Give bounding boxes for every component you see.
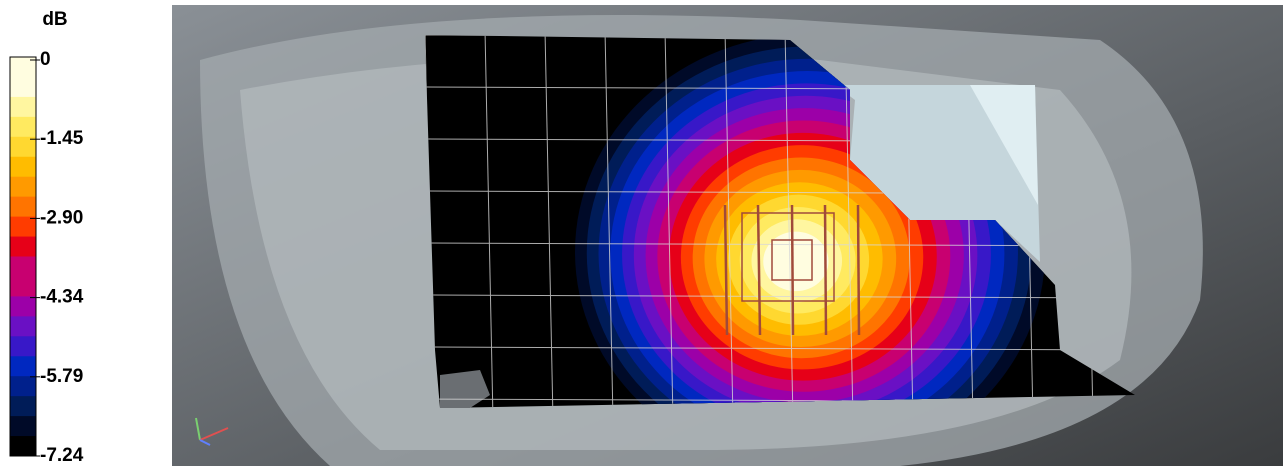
colorbar-segment [10,156,36,178]
legend-tick-label: -2.90 [40,207,83,228]
colorbar-segment [10,236,36,257]
legend-tick-label: -1.45 [40,128,84,149]
light-region-highlight [970,85,1038,205]
colorbar-segment [10,96,36,118]
grid-line [484,35,494,408]
grid-line [425,294,1135,299]
colorbar-segment [10,396,36,417]
axis-z [199,439,211,446]
grid-line [544,35,554,408]
colorbar-segment [10,76,36,98]
colorbar-segment [10,296,36,317]
legend-tick-label: -4.34 [40,287,84,308]
plane-corner [440,370,490,408]
colorbar-segment [10,416,36,437]
grid-line [784,35,794,408]
viewport [172,5,1283,466]
legend-tick-label: -7.24 [40,445,84,466]
grid-line [604,35,614,408]
colorbar-segment [10,136,36,158]
colorbar-segment [10,196,36,218]
colorbar [9,56,37,457]
colorbar-border [9,56,37,457]
grid-line [724,35,734,408]
legend-tick-label: -5.79 [40,366,83,387]
axis-x [199,427,229,441]
colorbar-segment [10,376,36,397]
antenna-element [723,204,729,336]
legend-tick-label: 0 [40,49,51,70]
colorbar-segment [10,256,36,277]
axis-y [195,417,201,441]
colorbar-segment [10,316,36,337]
colorbar-segment [10,336,36,357]
antenna-frame [741,212,835,302]
colorbar-segment [10,276,36,297]
grid-line [664,35,674,408]
antenna-element [823,204,828,336]
colorbar-segment [10,176,36,198]
colorbar-segment [10,216,36,238]
antenna-core [771,239,813,281]
antenna-element [790,204,795,336]
grid-line [425,346,1135,351]
colorbar-segment [10,356,36,377]
antenna-element [756,204,762,336]
colorbar-segment [10,436,36,457]
grid-line [844,35,854,408]
antenna-element [856,204,861,336]
axis-triad [195,417,229,446]
light-region [835,85,1040,262]
colorbar-segment [10,57,36,78]
legend-ticks: 0 -1.45 -2.90 -4.34 -5.79 -7.24 [30,49,84,466]
antenna [723,204,861,336]
legend-title: dB [42,9,67,30]
colorbar-segment [10,116,36,138]
